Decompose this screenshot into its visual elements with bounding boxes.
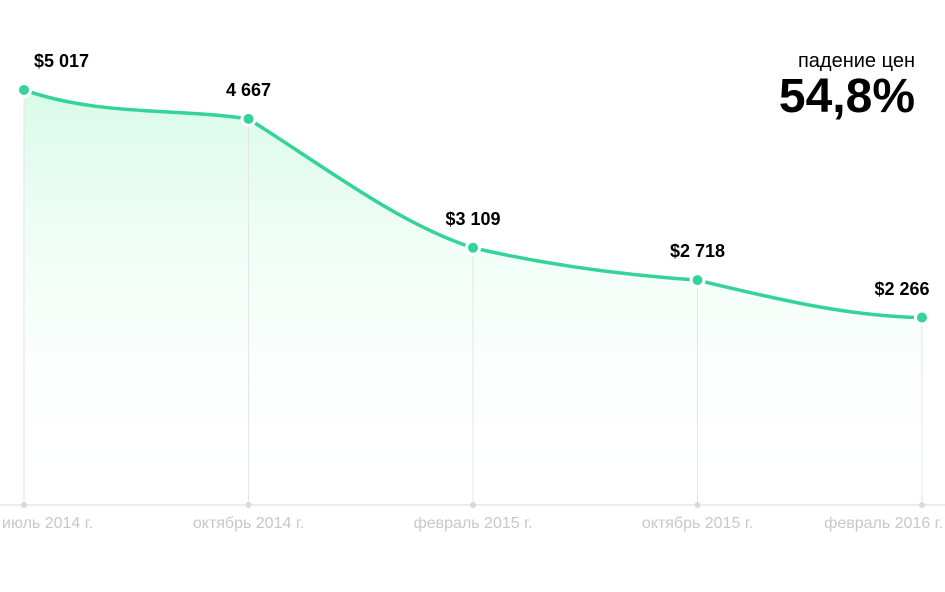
stat-value: 54,8% xyxy=(779,73,915,121)
x-axis-label: февраль 2016 г. xyxy=(824,515,943,533)
stat-block: падение цен 54,8% xyxy=(779,50,915,121)
data-point-value: $3 109 xyxy=(445,209,500,230)
data-point-value: $2 718 xyxy=(670,241,725,262)
data-point-value: $5 017 xyxy=(34,51,89,72)
x-axis-label: октябрь 2015 г. xyxy=(642,515,753,533)
chart-container: $5 017 4 667 $3 109 $2 718 $2 266 июль 2014 … xyxy=(0,0,945,592)
data-point-value: $2 266 xyxy=(874,279,929,300)
x-axis-label: февраль 2015 г. xyxy=(414,515,533,533)
x-axis-label: июль 2014 г. xyxy=(2,515,93,533)
data-point-value: 4 667 xyxy=(226,80,271,101)
x-axis-label: октябрь 2014 г. xyxy=(193,515,304,533)
